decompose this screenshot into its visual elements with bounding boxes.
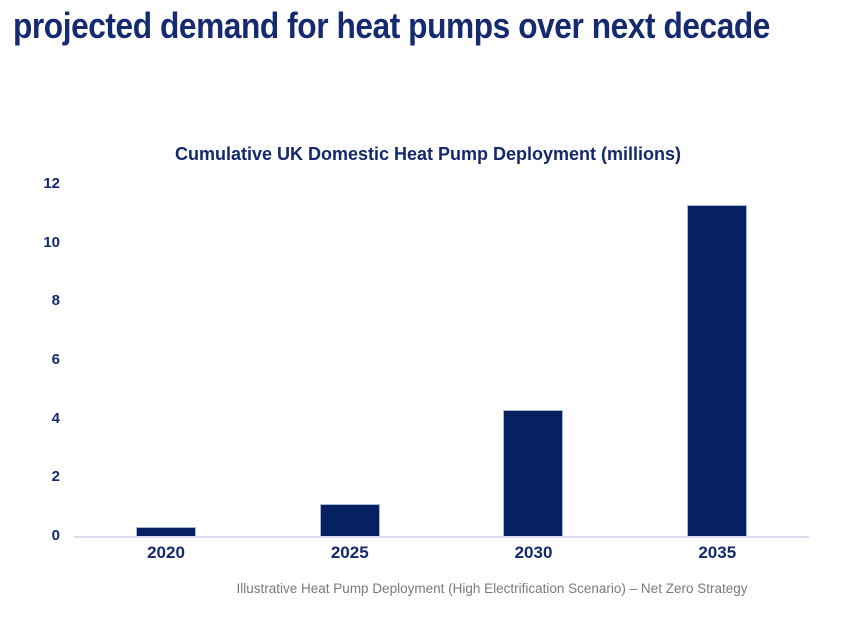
y-tick-label-8: 8 (51, 292, 60, 310)
x-tick-label-2030: 2030 (514, 543, 553, 562)
chart-title: Cumulative UK Domestic Heat Pump Deploym… (174, 144, 682, 164)
bar-2035 (687, 204, 748, 536)
source-caption: Illustrative Heat Pump Deployment (High … (236, 581, 748, 596)
bar-2030 (503, 409, 564, 536)
bar-2020 (135, 527, 196, 536)
x-tick-label-2020: 2020 (147, 543, 185, 562)
x-tick-label-2035: 2035 (698, 543, 737, 562)
y-tick-label-0: 0 (51, 527, 60, 544)
bar-2025 (319, 503, 380, 536)
y-tick-label-2: 2 (51, 468, 60, 486)
y-tick-label-12: 12 (43, 175, 60, 192)
x-tick-label-2025: 2025 (330, 543, 369, 562)
y-tick-label-6: 6 (51, 351, 60, 368)
plot-area (74, 184, 809, 538)
y-tick-label-10: 10 (43, 233, 60, 251)
y-tick-label-4: 4 (51, 409, 60, 427)
page-title: projected demand for heat pumps over nex… (13, 5, 770, 46)
